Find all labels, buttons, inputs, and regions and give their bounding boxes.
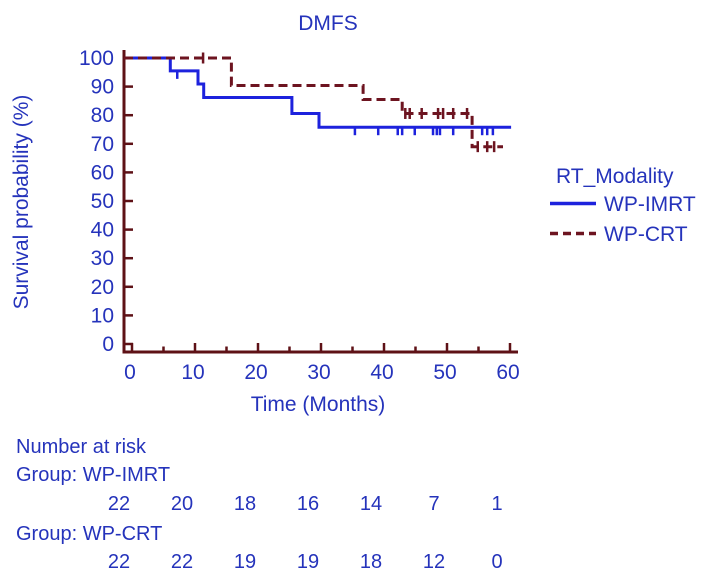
y-tick-label: 10 — [91, 304, 114, 327]
x-tick-label: 50 — [433, 361, 456, 384]
risk-count: 19 — [233, 551, 257, 573]
risk-row-wp-crt: 22 22 19 19 18 12 0 — [0, 551, 720, 577]
risk-count: 22 — [107, 551, 131, 573]
curve-wp-imrt — [124, 56, 512, 129]
y-tick-label: 90 — [91, 76, 114, 99]
y-tick-label: 50 — [91, 190, 114, 213]
x-tick-label: 30 — [307, 361, 330, 384]
x-tick-label: 0 — [124, 361, 136, 384]
risk-count: 0 — [491, 551, 503, 573]
x-tick-label: 60 — [496, 361, 519, 384]
legend: RT_Modality WP-IMRT WP-CRT — [550, 165, 696, 246]
y-tick-label: 80 — [91, 104, 114, 127]
axis-ticks — [124, 56, 512, 352]
y-tick-label: 30 — [91, 247, 114, 270]
risk-count: 18 — [359, 551, 383, 573]
risk-count: 22 — [107, 493, 131, 515]
y-tick-label: 70 — [91, 133, 114, 156]
km-chart: DMFS Survival probability (%) Time (Mont… — [10, 12, 696, 416]
x-tick-label: 10 — [181, 361, 204, 384]
curve-wp-crt — [124, 56, 503, 149]
x-axis-label: Time (Months) — [251, 393, 386, 416]
y-tick-label: 100 — [79, 47, 114, 70]
axes — [122, 50, 518, 354]
risk-count: 14 — [359, 493, 383, 515]
axis-tick-labels: 0 10 20 30 40 50 60 70 80 90 100 0 10 20 30 40 50 60 — [79, 47, 520, 384]
risk-count: 20 — [170, 493, 194, 515]
risk-count: 1 — [491, 493, 503, 515]
risk-count: 19 — [296, 551, 320, 573]
x-tick-label: 20 — [244, 361, 267, 384]
risk-count: 12 — [422, 551, 446, 573]
y-tick-label: 0 — [102, 333, 114, 356]
risk-row-wp-imrt: 22 20 18 16 14 7 1 — [0, 493, 720, 519]
risk-count: 18 — [233, 493, 257, 515]
y-tick-label: 40 — [91, 219, 114, 242]
risk-group-label-wp-crt: Group: WP-CRT — [16, 523, 163, 545]
y-tick-label: 20 — [91, 276, 114, 299]
risk-group-label-wp-imrt: Group: WP-IMRT — [16, 464, 171, 486]
chart-title: DMFS — [298, 12, 358, 35]
risk-count: 22 — [170, 551, 194, 573]
x-tick-label: 40 — [370, 361, 393, 384]
y-tick-label: 60 — [91, 161, 114, 184]
risk-table-title: Number at risk — [16, 436, 147, 458]
risk-count: 16 — [296, 493, 320, 515]
legend-label-wp-imrt: WP-IMRT — [604, 193, 696, 216]
risk-count: 7 — [428, 493, 440, 515]
legend-label-wp-crt: WP-CRT — [604, 223, 688, 246]
legend-title: RT_Modality — [556, 165, 674, 188]
survival-curves — [124, 52, 512, 153]
y-axis-label: Survival probability (%) — [10, 95, 33, 310]
